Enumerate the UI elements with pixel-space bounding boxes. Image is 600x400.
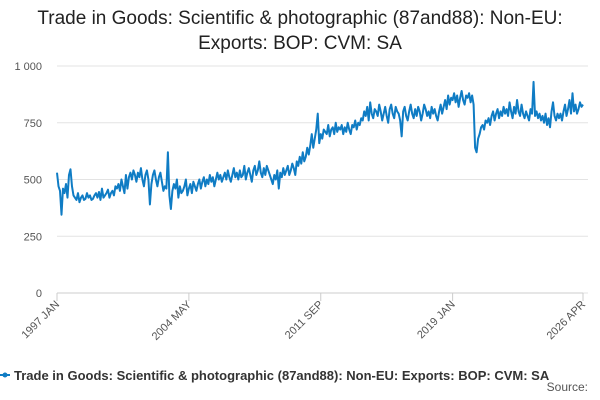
x-tick-label: 1997 JAN [19, 299, 62, 342]
y-tick-label: 500 [24, 175, 42, 187]
y-tick-label: 0 [36, 288, 42, 300]
x-tick-label: 2019 JAN [415, 299, 458, 342]
x-tick-label: 2026 APR [545, 299, 589, 343]
chart-title: Trade in Goods: Scientific & photographi… [37, 8, 563, 54]
data-line [56, 80, 584, 216]
legend-label: Trade in Goods: Scientific & photographi… [14, 368, 550, 383]
y-tick-label: 1 000 [14, 61, 42, 73]
source: Source: [547, 380, 588, 394]
x-tick-label: 2004 MAY [150, 298, 195, 343]
y-tick-label: 250 [24, 231, 42, 243]
legend-marker [2, 372, 8, 378]
x-tick-label: 2011 SEP [283, 299, 326, 342]
y-tick-label: 750 [24, 118, 42, 130]
